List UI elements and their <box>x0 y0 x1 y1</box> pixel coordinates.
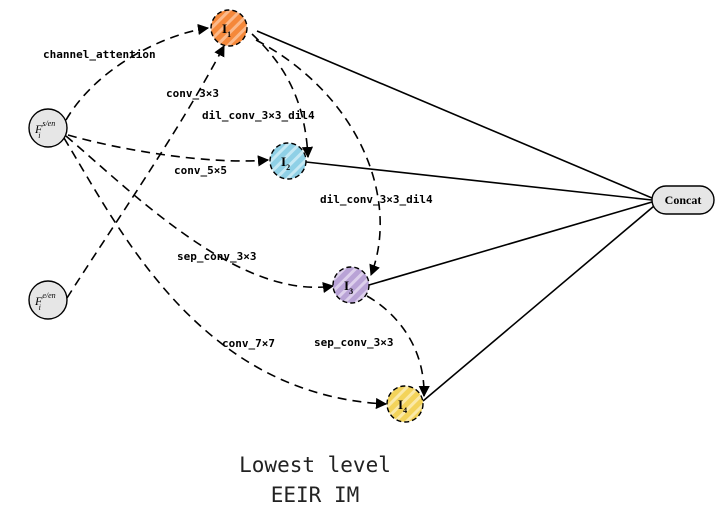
edge-I3-concat <box>368 201 653 286</box>
input-fe-sub: i <box>39 303 41 312</box>
edge-label-sep-conv-a: sep_conv_3×3 <box>177 250 256 263</box>
edge-I2-concat <box>305 161 653 201</box>
edge-I1-I2 <box>251 33 314 159</box>
input-node-fe: Fe/en i <box>28 280 68 320</box>
edge-fe-I1 <box>66 45 225 299</box>
svg-text:I1: I1 <box>222 21 231 39</box>
edge-I1-I3 <box>255 39 381 277</box>
edge-I1-concat <box>256 30 653 199</box>
input-fe-base: F <box>34 294 43 308</box>
svg-text:I4: I4 <box>398 397 407 415</box>
concat-label: Concat <box>665 193 702 207</box>
node-I3: I3 <box>332 266 370 304</box>
edge-fs-I1 <box>65 23 210 121</box>
svg-text:I2: I2 <box>281 154 290 172</box>
input-fs-sup: s/en <box>42 119 55 128</box>
node-I2: I2 <box>269 142 307 180</box>
caption-line-2: EEIR IM <box>271 483 360 507</box>
edge-label-dil-conv-b: dil_conv_3×3_dil4 <box>320 193 433 206</box>
svg-text:Fe/eni: Fe/en i <box>34 291 56 312</box>
node-I4-sub: 4 <box>403 406 407 415</box>
input-fs-base: F <box>34 122 43 136</box>
node-I1: I1 <box>210 9 248 47</box>
edge-fs-I2 <box>67 134 270 167</box>
input-node-fs: Fs/en i <box>28 108 68 148</box>
svg-text:Fs/eni: Fs/en i <box>34 119 55 140</box>
node-I2-sub: 2 <box>286 163 290 172</box>
node-I3-sub: 3 <box>349 287 353 296</box>
concat-node: Concat <box>651 185 715 215</box>
edge-fs-I3 <box>65 135 335 294</box>
edge-label-sep-conv-b: sep_conv_3×3 <box>314 336 393 349</box>
edge-I3-I4 <box>366 295 430 398</box>
edge-fs-I4 <box>63 137 388 410</box>
node-I1-sub: 1 <box>227 30 231 39</box>
node-I4-base: I <box>398 397 403 412</box>
node-I3-base: I <box>344 278 349 293</box>
edge-label-conv-5x5: conv_5×5 <box>174 164 227 177</box>
input-fe-sup: e/en <box>42 291 55 300</box>
edge-label-channel-attention: channel_attention <box>43 48 156 61</box>
node-I2-base: I <box>281 154 286 169</box>
edge-label-dil-conv-a: dil_conv_3×3_dil4 <box>202 109 315 122</box>
node-I1-base: I <box>222 21 227 36</box>
input-fs-sub: i <box>38 131 40 140</box>
node-I4: I4 <box>386 385 424 423</box>
svg-text:I3: I3 <box>344 278 353 296</box>
edge-label-conv-7x7: conv_7×7 <box>222 337 275 350</box>
edge-label-conv-3x3: conv_3×3 <box>166 87 219 100</box>
caption-line-1: Lowest level <box>239 453 391 477</box>
edge-I4-concat <box>422 205 655 402</box>
